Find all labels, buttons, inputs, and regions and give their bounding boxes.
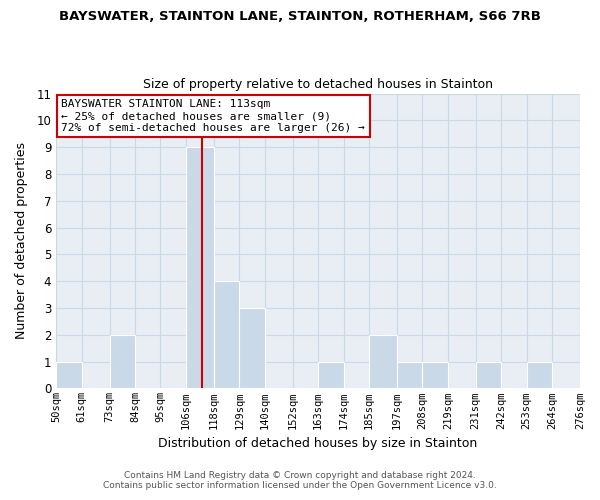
Bar [214, 281, 239, 388]
Bar [527, 362, 552, 388]
Bar [580, 362, 600, 388]
Bar [318, 362, 344, 388]
Bar [110, 335, 135, 388]
Bar [239, 308, 265, 388]
Bar [56, 362, 82, 388]
Bar [476, 362, 501, 388]
Text: Contains HM Land Registry data © Crown copyright and database right 2024.
Contai: Contains HM Land Registry data © Crown c… [103, 470, 497, 490]
Text: BAYSWATER, STAINTON LANE, STAINTON, ROTHERHAM, S66 7RB: BAYSWATER, STAINTON LANE, STAINTON, ROTH… [59, 10, 541, 23]
Bar [186, 147, 214, 388]
Text: BAYSWATER STAINTON LANE: 113sqm
← 25% of detached houses are smaller (9)
72% of : BAYSWATER STAINTON LANE: 113sqm ← 25% of… [61, 100, 365, 132]
Y-axis label: Number of detached properties: Number of detached properties [15, 142, 28, 340]
Bar [369, 335, 397, 388]
X-axis label: Distribution of detached houses by size in Stainton: Distribution of detached houses by size … [158, 437, 478, 450]
Bar [397, 362, 422, 388]
Bar [422, 362, 448, 388]
Title: Size of property relative to detached houses in Stainton: Size of property relative to detached ho… [143, 78, 493, 91]
